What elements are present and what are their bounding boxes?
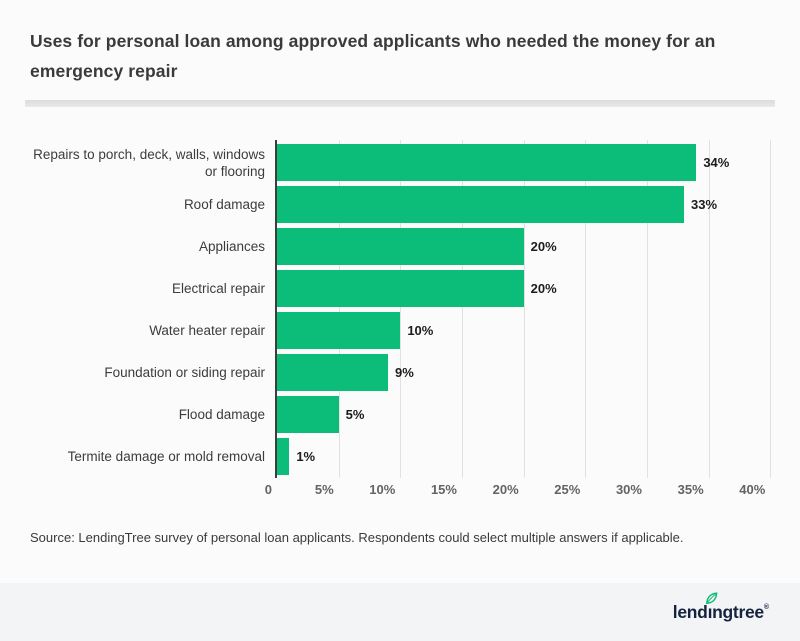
x-gridline [770,140,772,478]
category-label: Appliances [198,239,265,254]
bar-value-label: 20% [530,239,557,254]
category-label: Flood damage [178,407,265,422]
bar-segment [277,270,524,307]
bar-value-label: 10% [407,323,434,338]
bar-chart: 0 5% 10% 15% 20% 25% 30% 35% 40% Repairs to porch… [0,140,800,505]
category-label: Foundation or siding repair [104,365,265,380]
x-axis-tick: 30% [615,482,642,497]
bar-segment [277,396,339,433]
x-axis-tick: 0 [264,482,272,497]
bar-value-label: 5% [345,407,365,422]
wordmark-text: ngtree [712,601,764,622]
x-gridline [708,140,710,478]
bar-segment [277,228,524,265]
x-gridline [523,140,525,478]
y-axis-baseline [275,140,277,478]
category-label: Roof damage [183,197,265,212]
bar-value-label: 34% [703,155,730,170]
x-axis-tick: 5% [314,482,334,497]
chart-title: Uses for personal loan among approved ap… [30,31,716,81]
bar-segment [277,354,388,391]
bar-value-label: 33% [690,197,718,212]
title-divider [25,100,775,107]
bar-segment [277,312,401,349]
leaf-icon [705,591,717,604]
category-label: Water heater repair [149,323,265,338]
bar-value-label: 1% [296,449,316,464]
category-label: Electrical repair [171,281,265,296]
wordmark-i: ı [705,591,717,623]
bar-segment [277,438,290,475]
x-gridline [338,140,340,478]
category-label: Termite damage or mold removal [67,449,265,464]
category-label: Repairs to porch, deck, walls, windows o… [33,146,265,179]
registered-mark: ® [763,603,769,611]
x-gridline [400,140,402,478]
bar-segment [277,144,697,181]
x-gridline [461,140,463,478]
x-axis-tick: 20% [492,482,519,497]
bar-segment [277,186,684,223]
x-axis-tick: 40% [739,482,766,497]
x-gridline [646,140,648,478]
x-axis-tick: 25% [554,482,581,497]
x-gridline [585,140,587,478]
x-axis-tick: 15% [430,482,457,497]
brand-footer: lendı ngtree® [0,583,800,641]
x-axis-tick: 10% [369,482,396,497]
bar-value-label: 20% [530,281,557,296]
wordmark-text: lend [672,601,708,622]
x-axis-tick: 35% [677,482,704,497]
bar-value-label: 9% [394,365,414,380]
source-note: Source: LendingTree survey of personal l… [30,530,684,545]
lendingtree-logo: lendı ngtree® [672,591,769,623]
